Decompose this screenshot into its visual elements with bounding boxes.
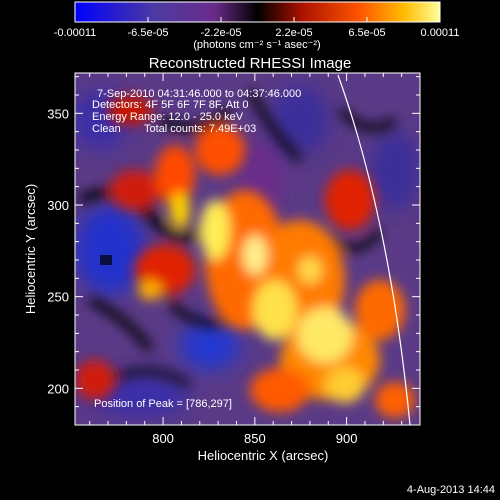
- colorbar-units-label: (photons cm⁻² s⁻¹ asec⁻²): [193, 39, 320, 51]
- y-tick-label: 250: [47, 290, 69, 305]
- colorbar-tick-label: -0.00011: [54, 27, 97, 39]
- plot-frame: [74, 72, 421, 426]
- colorbar-ticks: -0.00011 -6.5e-05 -2.2e-05 2.2e-05 6.5e-05 0.…: [54, 17, 460, 39]
- time-range-text: 7-Sep-2010 04:31:46.000 to 04:37:46.000: [97, 88, 301, 100]
- detectors-text: Detectors: 4F 5F 6F 7F 8F, Att 0: [92, 99, 249, 111]
- colorbar-tick-label: 6.5e-05: [348, 27, 385, 39]
- plot-annotations: 7-Sep-2010 04:31:46.000 to 04:37:46.000 …: [92, 88, 301, 410]
- colorbar-tick-label: 2.2e-05: [275, 27, 312, 39]
- x-tick-label: 900: [336, 431, 358, 446]
- axes: 800 850 900 200 250 300 350: [47, 73, 421, 446]
- total-counts-text: Total counts: 7.49E+03: [144, 123, 256, 135]
- energy-range-text: Energy Range: 12.0 - 25.0 keV: [92, 111, 244, 123]
- colorbar-gradient: [74, 1, 441, 23]
- rhessi-image: [75, 73, 420, 425]
- peak-position-text: Position of Peak = [786,297]: [94, 398, 232, 410]
- y-tick-label: 200: [47, 381, 69, 396]
- solar-limb-line: [337, 74, 411, 425]
- x-tick-label: 800: [152, 431, 174, 446]
- y-tick-label: 300: [47, 198, 69, 213]
- y-axis-label: Heliocentric Y (arcsec): [23, 184, 38, 314]
- colorbar: -0.00011 -6.5e-05 -2.2e-05 2.2e-05 6.5e-05 0.…: [54, 1, 460, 51]
- x-tick-label: 850: [244, 431, 266, 446]
- clean-text: Clean: [92, 123, 121, 135]
- colorbar-tick-label: -6.5e-05: [128, 27, 169, 39]
- y-tick-label: 350: [47, 106, 69, 121]
- colorbar-tick-label: 0.00011: [421, 27, 460, 39]
- footer-date: 4-Aug-2013 14:44: [407, 484, 495, 496]
- plot-title: Reconstructed RHESSI Image: [149, 55, 352, 72]
- x-axis-label: Heliocentric X (arcsec): [198, 448, 329, 463]
- colorbar-tick-label: -2.2e-05: [201, 27, 242, 39]
